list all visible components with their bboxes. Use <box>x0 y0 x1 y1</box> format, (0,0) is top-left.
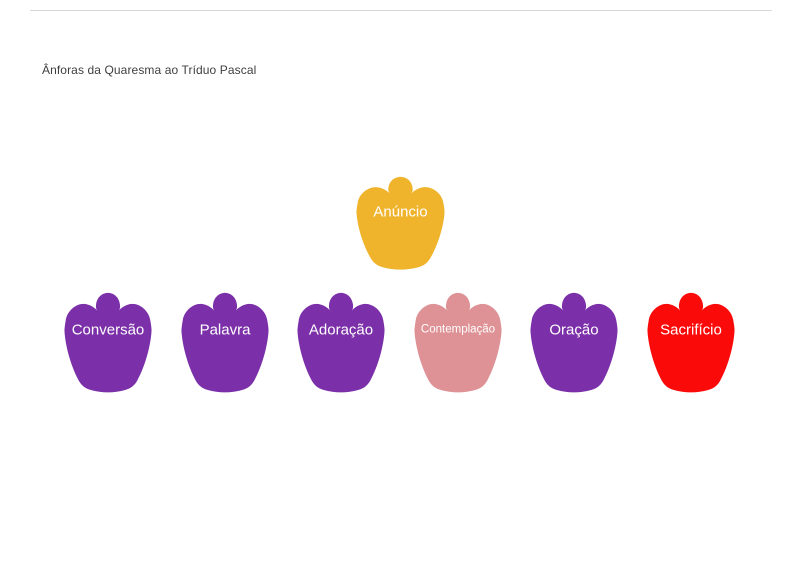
amphora-shape-icon <box>297 292 385 393</box>
amphora-shape-icon <box>356 176 445 270</box>
amphora-palavra: Palavra <box>181 292 269 395</box>
top-divider-line <box>30 10 772 11</box>
amphora-label: Contemplação <box>420 323 496 336</box>
amphora-conversao: Conversão <box>64 292 152 395</box>
amphora-shape-icon <box>181 292 269 393</box>
amphora-label: Sacrifício <box>660 321 722 339</box>
amphora-shape-icon <box>414 292 502 393</box>
amphora-sacrificio: Sacrifício <box>647 292 735 395</box>
amphora-adoracao: Adoração <box>297 292 385 395</box>
amphora-shape-icon <box>530 292 618 393</box>
amphora-label: Conversão <box>71 321 145 339</box>
amphora-shape-icon <box>64 292 152 393</box>
page-title: Ânforas da Quaresma ao Tríduo Pascal <box>42 63 257 77</box>
amphora-shape-icon <box>647 292 735 393</box>
amphora-label: Adoração <box>308 321 374 339</box>
amphora-label: Anúncio <box>373 203 428 221</box>
amphora-label: Oração <box>549 321 599 339</box>
amphora-label: Palavra <box>199 321 251 339</box>
amphora-contemplacao: Contemplação <box>414 292 502 395</box>
amphora-oracao: Oração <box>530 292 618 395</box>
amphora-anuncio: Anúncio <box>356 176 445 272</box>
